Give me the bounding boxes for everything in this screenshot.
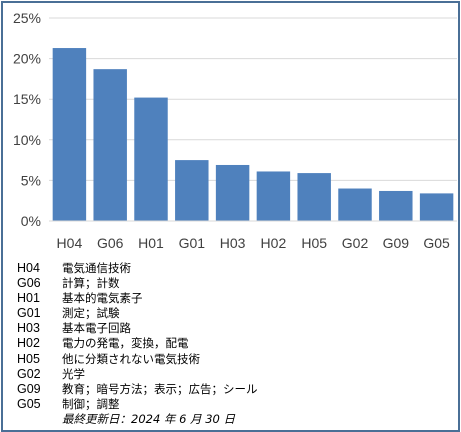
legend-description: 電力の発電，変換，配電 [62, 336, 189, 351]
legend-description: 光学 [62, 366, 85, 381]
legend-description: 制御；調整 [62, 396, 120, 411]
legend-description: 他に分類されない電気技術 [62, 351, 200, 366]
legend-description: 電気通信技術 [62, 261, 131, 275]
legend-code: G05 [17, 396, 41, 411]
y-tick-label: 15% [13, 91, 41, 107]
legend-row: G05 制御；調整 [17, 397, 258, 412]
bar [175, 160, 209, 221]
legend-code: H03 [17, 321, 40, 336]
code-legend: H04 電気通信技術 G06 計算；計数 H01 基本的電気素子 G01 測定；試験 H03 基本… [17, 261, 258, 427]
legend-row: G01 測定；試験 [17, 306, 258, 321]
legend-code: G06 [17, 276, 41, 291]
legend-row: H02 電力の発電，変換，配電 [17, 336, 258, 351]
legend-description: 基本電子回路 [62, 321, 131, 336]
x-tick-label: H03 [220, 235, 246, 251]
bar [93, 69, 127, 221]
legend-description: 教育；暗号方法；表示；広告；シール [62, 381, 258, 396]
x-tick-label: G06 [97, 235, 124, 251]
bar [215, 164, 250, 221]
bar [297, 173, 331, 221]
legend-row: G02 光学 [17, 367, 258, 382]
legend-row: H05 他に分類されない電気技術 [17, 352, 258, 367]
legend-code: H04 [17, 261, 40, 275]
bar [256, 171, 291, 221]
legend-code: G09 [17, 381, 41, 396]
bar [379, 190, 413, 221]
legend-description: 測定；試験 [62, 306, 120, 321]
legend-description: 計算；計数 [62, 276, 120, 291]
x-tick-label: G02 [342, 235, 369, 251]
x-tick-label: H04 [57, 235, 83, 251]
y-tick-label: 20% [13, 51, 41, 67]
legend-description: 基本的電気素子 [62, 291, 143, 306]
legend-row: G09 教育；暗号方法；表示；広告；シール [17, 382, 258, 397]
legend-code: G01 [17, 306, 41, 321]
bar-chart: 0% 5% 10% 15% 20% 25% H04 G06 H01 G01 H03 H02 H05 G02… [13, 10, 457, 251]
x-tick-label: H02 [261, 235, 287, 251]
bar [338, 188, 372, 221]
x-tick-label: H01 [138, 235, 164, 251]
bar [134, 97, 168, 221]
y-tick-label: 5% [21, 172, 41, 188]
legend-code: G02 [17, 366, 41, 381]
x-tick-label: G09 [383, 235, 410, 251]
y-tick-label: 25% [13, 10, 41, 26]
legend-row: G06 計算；計数 [17, 276, 258, 291]
legend-row: H01 基本的電気素子 [17, 291, 258, 306]
y-tick-label: 0% [21, 213, 41, 229]
legend-code: H05 [17, 351, 40, 366]
legend-code: H02 [17, 336, 40, 351]
x-tick-label: G01 [179, 235, 206, 251]
legend-code: H01 [17, 291, 40, 306]
bar [52, 48, 87, 221]
x-tick-label: H05 [301, 235, 327, 251]
bar [419, 193, 454, 221]
x-tick-label: G05 [423, 235, 450, 251]
last-updated-note: 最終更新日：2024 年 6 月 30 日 [62, 411, 235, 426]
legend-row: H04 電気通信技術 [17, 261, 258, 276]
legend-row: H03 基本電子回路 [17, 321, 258, 336]
y-tick-label: 10% [13, 132, 41, 148]
